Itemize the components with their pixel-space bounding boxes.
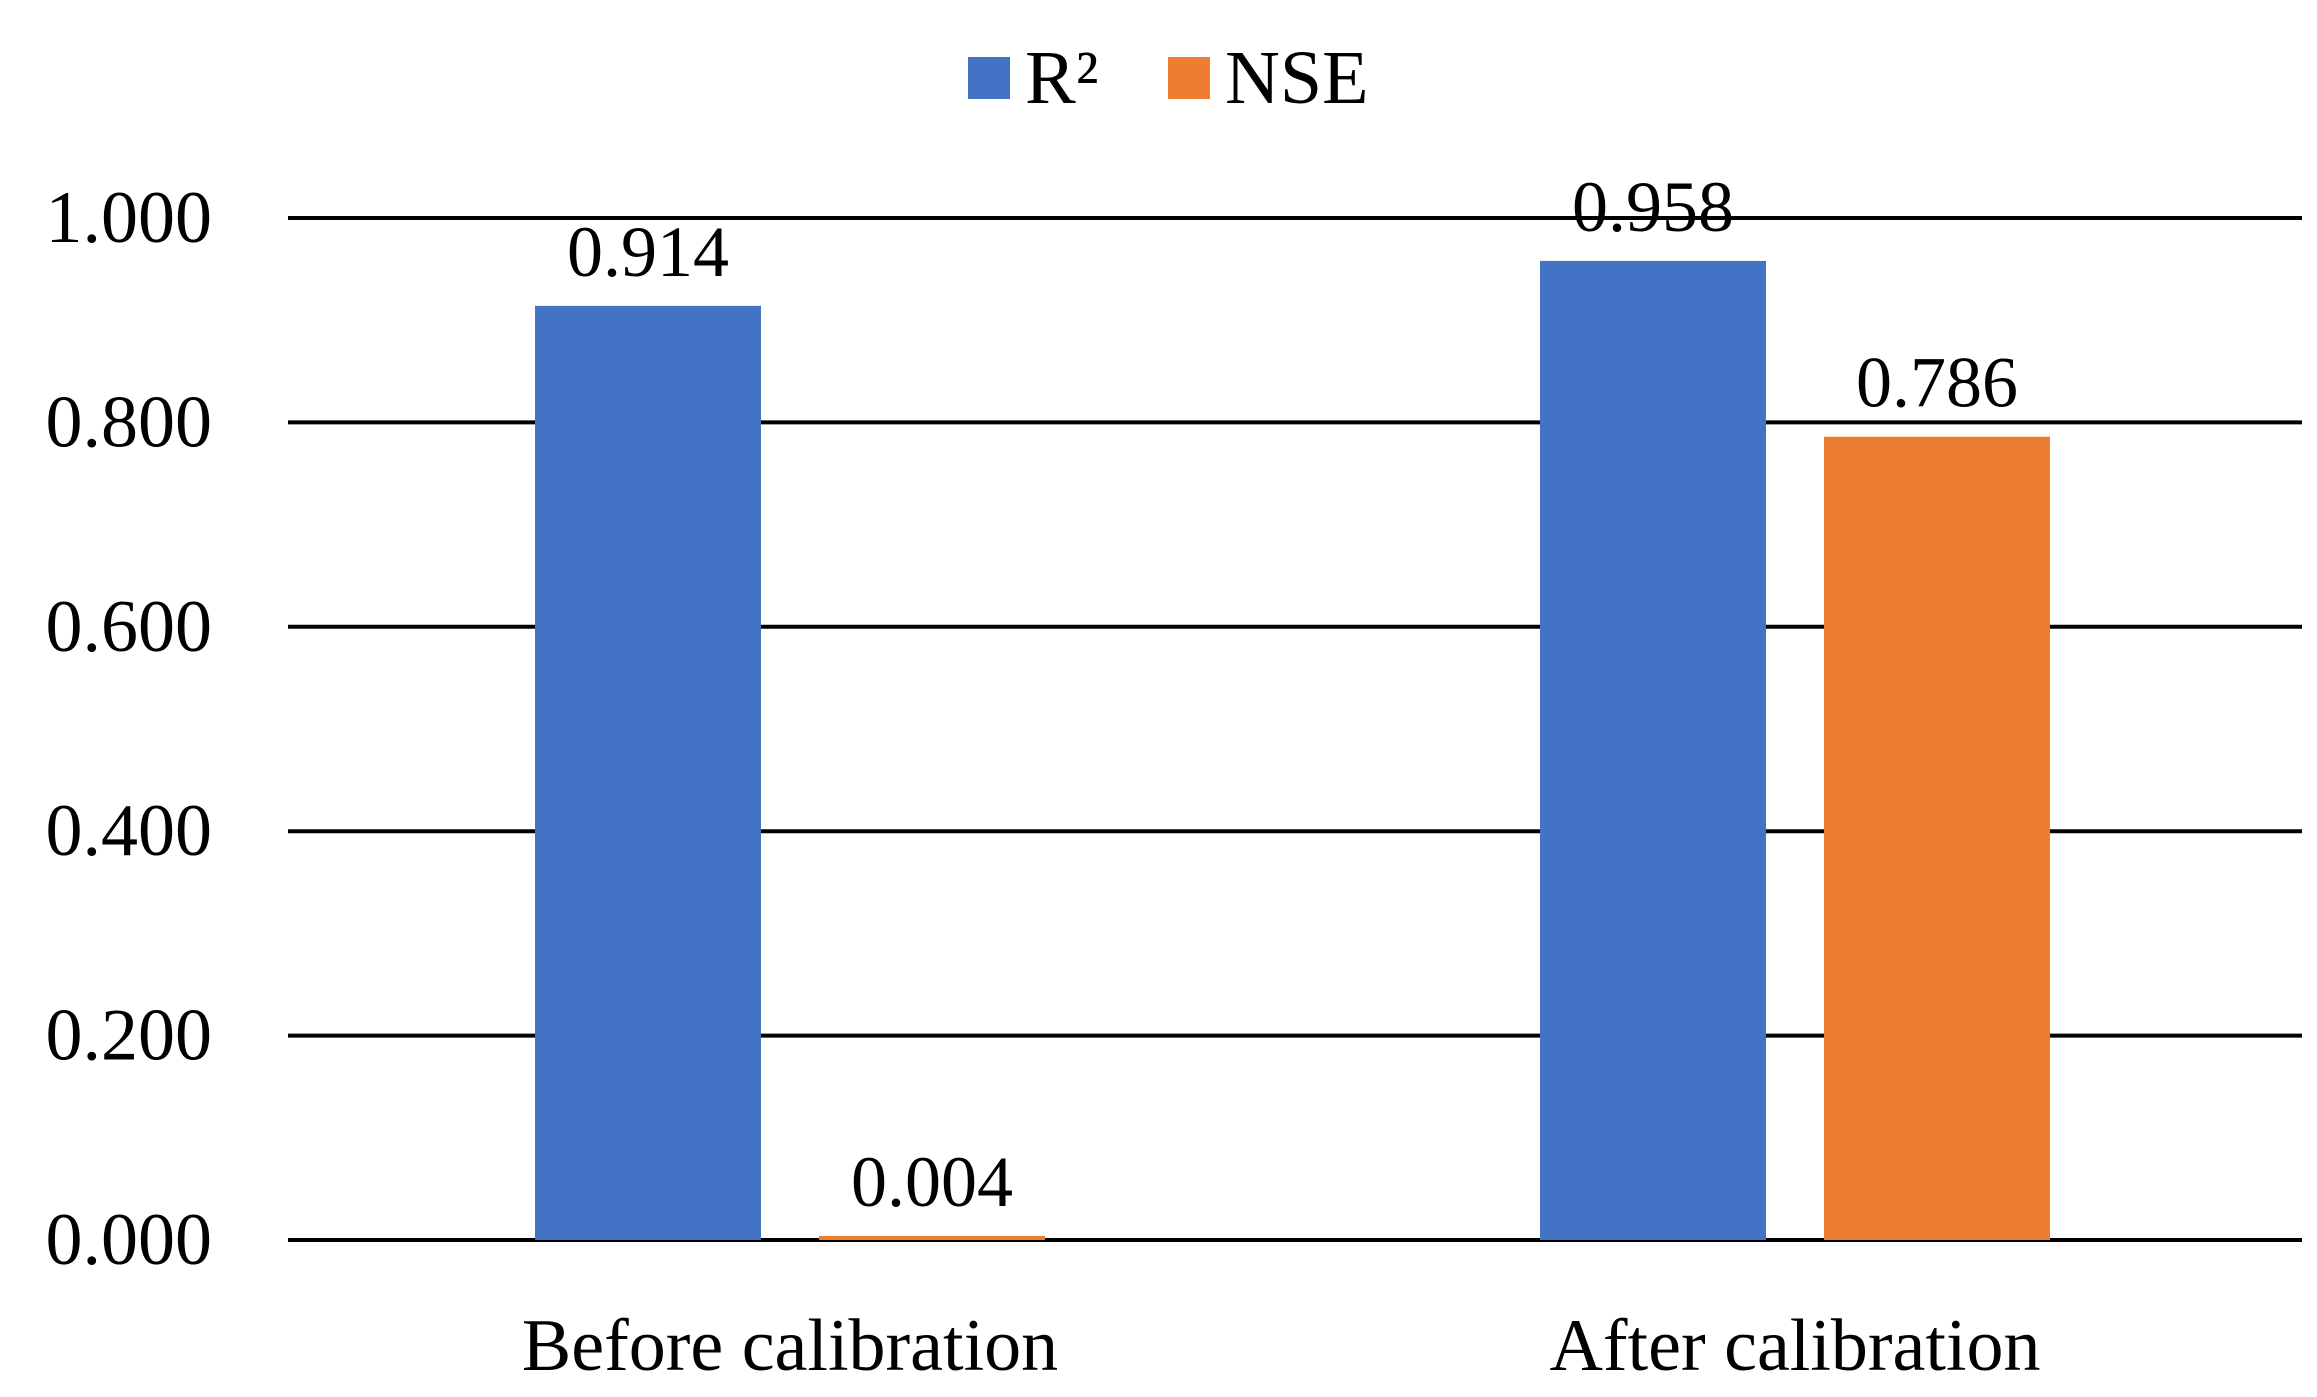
data-label: 0.914	[567, 212, 729, 292]
x-category-label: Before calibration	[522, 1305, 1058, 1387]
y-tick-label: 1.000	[46, 177, 213, 259]
data-label: 0.786	[1856, 343, 2018, 423]
bar-r2	[535, 305, 761, 1241]
y-tick-label: 0.200	[46, 995, 213, 1077]
x-axis-category-labels: Before calibration After calibration	[522, 1305, 2041, 1387]
x-category-label: After calibration	[1549, 1305, 2040, 1387]
chart-legend: R² NSE	[968, 36, 1369, 120]
y-tick-label: 0.800	[46, 381, 213, 463]
legend-label-nse: NSE	[1225, 36, 1369, 120]
bars	[535, 260, 2050, 1241]
y-tick-label: 0.400	[46, 790, 213, 872]
y-tick-label: 0.600	[46, 586, 213, 668]
legend-label-r2: R²	[1025, 36, 1098, 120]
bar-nse	[819, 1235, 1045, 1240]
data-label: 0.004	[851, 1142, 1013, 1222]
data-labels: 0.914 0.004 0.958 0.786	[567, 167, 2018, 1222]
bar-nse	[1824, 436, 2050, 1240]
y-axis-tick-labels: 0.000 0.200 0.400 0.600 0.800 1.000	[46, 177, 213, 1281]
bar-r2	[1540, 260, 1766, 1240]
y-tick-label: 0.000	[46, 1199, 213, 1281]
data-label: 0.958	[1572, 167, 1734, 247]
legend-swatch-r2	[968, 57, 1010, 99]
legend-swatch-nse	[1168, 57, 1210, 99]
